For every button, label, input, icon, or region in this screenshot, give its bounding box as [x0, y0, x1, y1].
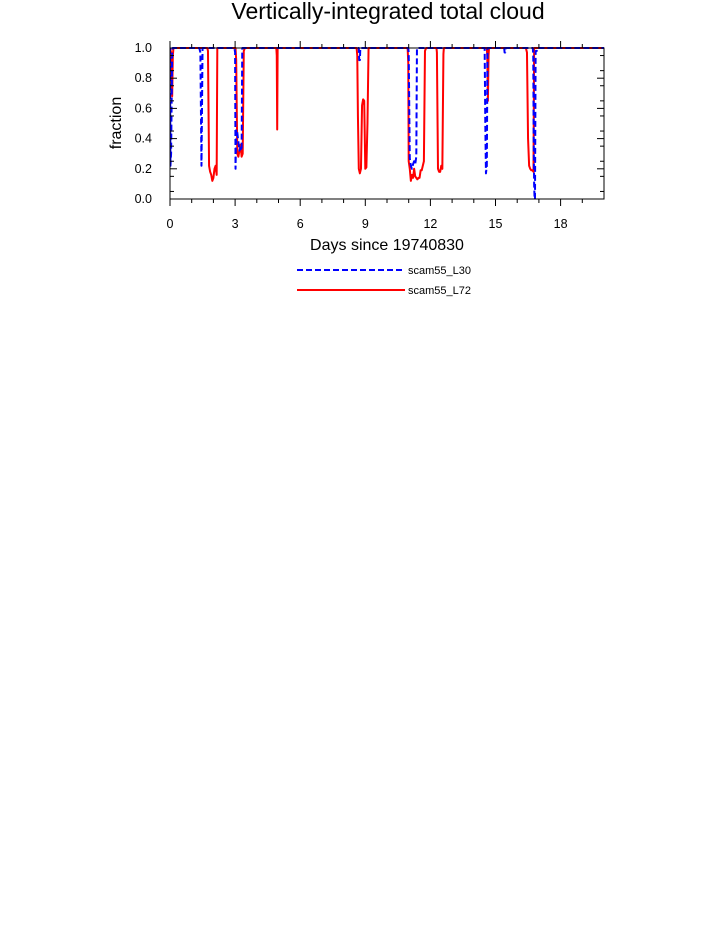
x-axis: 0 3 6 9 12 15 18 — [167, 41, 583, 231]
x-tick-label: 0 — [167, 217, 174, 231]
x-tick-label: 18 — [554, 217, 568, 231]
chart-title: Vertically-integrated total cloud — [231, 0, 544, 24]
x-tick-label: 9 — [362, 217, 369, 231]
legend: scam55_L30 scam55_L72 — [297, 265, 471, 297]
series-line-scam55-l30 — [170, 47, 604, 200]
y-tick-label: 0.0 — [135, 192, 152, 206]
y-tick-label: 0.6 — [135, 101, 152, 115]
y-axis: 0.0 0.2 0.4 0.6 0.8 1.0 — [135, 41, 604, 206]
legend-label-scam55-l72: scam55_L72 — [408, 285, 471, 297]
legend-label-scam55-l30: scam55_L30 — [408, 265, 471, 277]
y-tick-label: 0.4 — [135, 132, 152, 146]
y-tick-label: 0.2 — [135, 162, 152, 176]
x-tick-label: 15 — [489, 217, 503, 231]
x-axis-label: Days since 19740830 — [310, 237, 464, 254]
y-axis-label: fraction — [108, 97, 125, 149]
x-tick-label: 3 — [232, 217, 239, 231]
x-tick-label: 6 — [297, 217, 304, 231]
series-layer — [170, 47, 604, 200]
x-tick-label: 12 — [423, 217, 437, 231]
y-tick-label: 0.8 — [135, 71, 152, 85]
y-tick-label: 1.0 — [135, 41, 152, 55]
